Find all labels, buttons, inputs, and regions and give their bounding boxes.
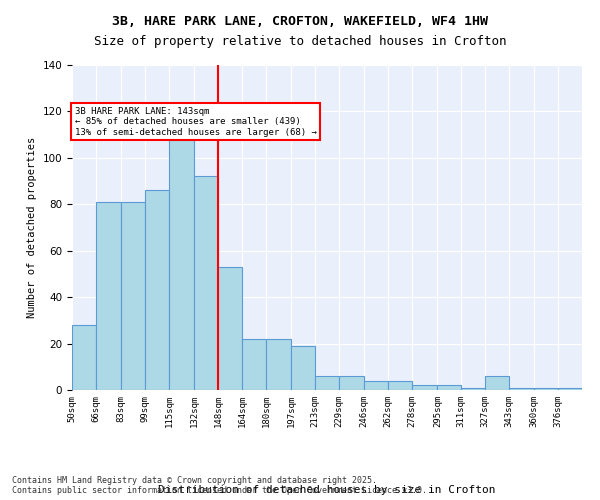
Bar: [315, 376, 339, 390]
Text: 3B HARE PARK LANE: 143sqm
← 85% of detached houses are smaller (439)
13% of semi: 3B HARE PARK LANE: 143sqm ← 85% of detac…: [75, 107, 317, 136]
Text: 3B, HARE PARK LANE, CROFTON, WAKEFIELD, WF4 1HW: 3B, HARE PARK LANE, CROFTON, WAKEFIELD, …: [112, 15, 488, 28]
Bar: [121, 202, 145, 390]
Bar: [412, 386, 437, 390]
Bar: [509, 388, 534, 390]
Text: Size of property relative to detached houses in Crofton: Size of property relative to detached ho…: [94, 35, 506, 48]
Bar: [558, 388, 582, 390]
Bar: [339, 376, 364, 390]
Bar: [96, 202, 121, 390]
Bar: [169, 128, 194, 390]
Bar: [194, 176, 218, 390]
Y-axis label: Number of detached properties: Number of detached properties: [27, 137, 37, 318]
Text: Contains HM Land Registry data © Crown copyright and database right 2025.
Contai: Contains HM Land Registry data © Crown c…: [12, 476, 427, 495]
Bar: [437, 386, 461, 390]
Bar: [364, 380, 388, 390]
Bar: [461, 388, 485, 390]
Bar: [534, 388, 558, 390]
Bar: [388, 380, 412, 390]
Bar: [291, 346, 315, 390]
Bar: [485, 376, 509, 390]
Bar: [266, 339, 291, 390]
Bar: [145, 190, 169, 390]
Bar: [242, 339, 266, 390]
X-axis label: Distribution of detached houses by size in Crofton: Distribution of detached houses by size …: [158, 486, 496, 496]
Bar: [218, 267, 242, 390]
Bar: [72, 325, 96, 390]
